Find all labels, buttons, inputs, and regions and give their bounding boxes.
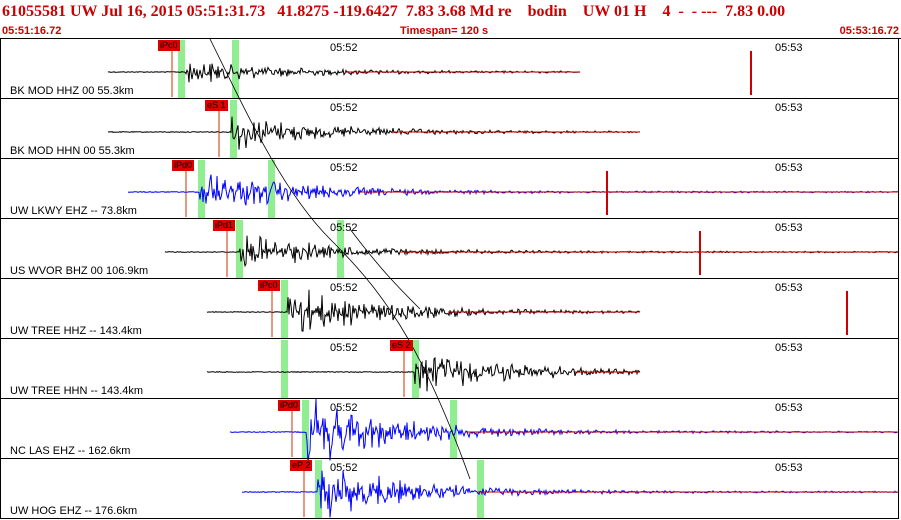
phase-pick-flag[interactable]: iPd1 [213,220,236,231]
time-tick-label: 05:53 [775,462,803,474]
phase-window-marker[interactable] [178,40,185,98]
event-header: 61055581 UW Jul 16, 2015 05:51:31.73 41.… [0,0,901,24]
phase-window-marker[interactable] [337,220,344,278]
station-channel-label: NC LAS EHZ -- 162.6km [10,445,131,457]
time-tick-label: 05:52 [330,162,358,174]
phase-window-marker[interactable] [281,280,288,338]
travel-time-curve [209,39,471,480]
end-time-label: 05:53:16.72 [839,25,899,37]
time-tick-label: 05:52 [330,402,358,414]
phase-window-marker[interactable] [230,100,237,158]
waveform-trace[interactable] [127,174,900,206]
time-tick-label: 05:52 [330,342,358,354]
time-tick-label: 05:52 [330,222,358,234]
station-channel-label: UW LKWY EHZ -- 73.8km [10,205,137,217]
phase-window-marker[interactable] [477,460,484,518]
phase-pick-flag[interactable]: eS 1 [205,100,228,111]
station-channel-label: UW TREE HHZ -- 143.4km [10,325,142,337]
seismogram-panel[interactable]: 05:52 05:53 iPc0 BK MOD HHZ 00 55.3km 05:52 0… [0,39,901,520]
phase-pick-flag[interactable]: eS 2 [390,340,413,351]
phase-pick-flag[interactable]: iPd0 [278,400,301,411]
phase-window-marker[interactable] [232,40,239,98]
start-time-label: 05:51:16.72 [2,25,62,37]
phase-window-marker[interactable] [450,400,457,458]
station-channel-label: US WVOR BHZ 00 106.9km [10,265,149,277]
time-tick-label: 05:52 [330,462,358,474]
time-tick-label: 05:53 [775,42,803,54]
station-channel-label: UW TREE HHN -- 143.4km [10,385,144,397]
phase-window-marker[interactable] [302,400,309,458]
time-tick-label: 05:52 [330,282,358,294]
travel-time-curve [349,228,421,310]
time-tick-label: 05:53 [775,162,803,174]
waveform-trace[interactable] [206,356,641,392]
time-tick-label: 05:53 [775,402,803,414]
station-channel-label: UW HOG EHZ -- 176.6km [10,505,138,517]
event-summary-text: 61055581 UW Jul 16, 2015 05:51:31.73 41.… [2,3,786,20]
time-tick-label: 05:52 [330,102,358,114]
timespan-label: Timespan= 120 s [400,25,489,37]
phase-pick-flag[interactable]: eP 2 [290,460,313,471]
waveform-canvas[interactable] [0,39,901,520]
station-channel-label: BK MOD HHZ 00 55.3km [10,85,134,97]
phase-window-marker[interactable] [268,160,275,218]
waveform-trace[interactable] [241,470,900,518]
waveform-trace[interactable] [164,235,899,268]
phase-pick-flag[interactable]: iPc0 [158,40,180,51]
time-tick-label: 05:52 [330,42,358,54]
phase-window-marker[interactable] [281,340,288,398]
time-tick-label: 05:53 [775,222,803,234]
time-axis-bar: 05:51:16.72 Timespan= 120 s 05:53:16.72 [0,24,901,39]
time-tick-label: 05:53 [775,102,803,114]
time-tick-label: 05:53 [775,342,803,354]
phase-pick-flag[interactable]: iPd0 [172,160,195,171]
time-tick-label: 05:53 [775,282,803,294]
waveform-trace[interactable] [107,116,641,150]
phase-window-marker[interactable] [315,460,322,518]
station-channel-label: BK MOD HHN 00 55.3km [10,145,135,157]
phase-pick-flag[interactable]: iPc0 [258,280,280,291]
